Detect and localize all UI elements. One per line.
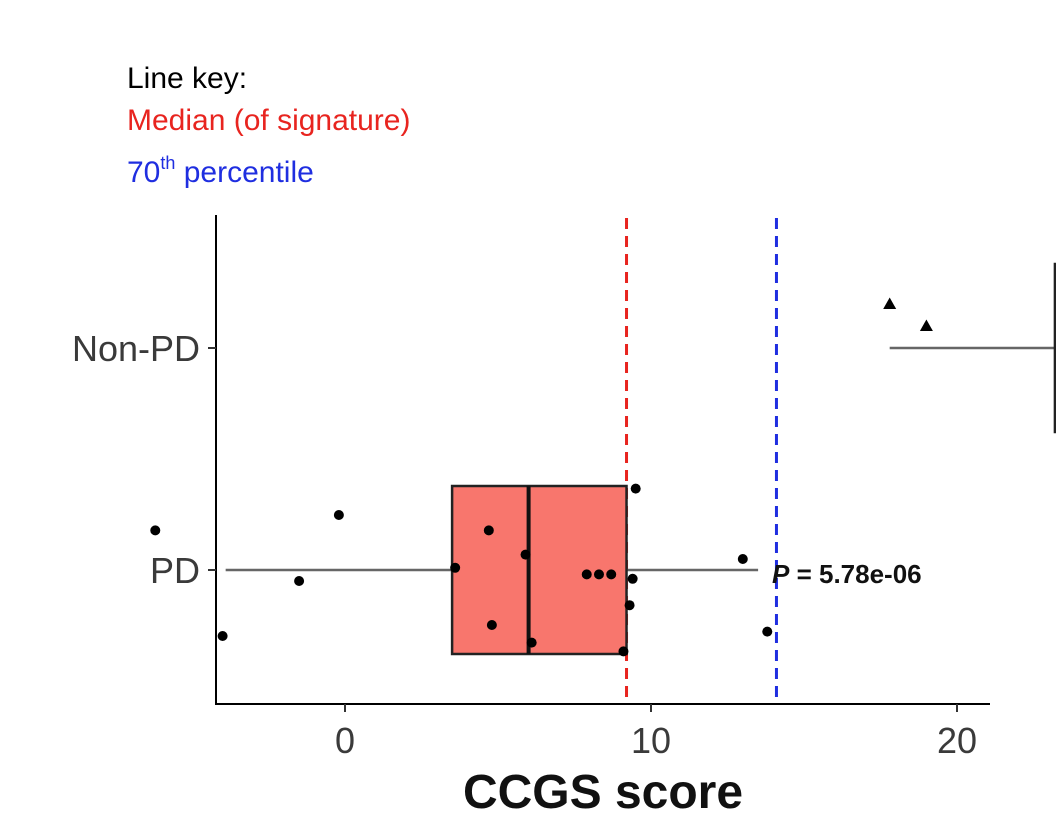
- data-points: [150, 297, 933, 657]
- pd-point-0: [150, 525, 161, 536]
- pd-point-11: [606, 569, 617, 580]
- p-value-equals: =: [789, 559, 819, 589]
- pd-point-1: [217, 631, 228, 641]
- pd-point-15: [630, 483, 641, 494]
- pd-point-13: [624, 600, 635, 611]
- pd-point-10: [593, 569, 604, 580]
- pd-point-7: [520, 549, 531, 560]
- reference-lines: [625, 218, 778, 704]
- x-axis-ticks: 010203040: [335, 704, 977, 761]
- legend-percentile-text: percentile: [175, 156, 314, 189]
- pd-point-16: [737, 554, 748, 564]
- x-tick-label-10: 10: [631, 720, 671, 761]
- pd-point-17: [762, 626, 773, 637]
- box-plots: [225, 262, 1056, 656]
- legend-percentile-label: 70th percentile: [127, 142, 410, 194]
- p-value-number: 5.78e-06: [819, 559, 922, 589]
- pd-point-6: [486, 620, 497, 630]
- legend-title: Line key:: [127, 62, 248, 95]
- non-pd-point-1: [919, 319, 933, 331]
- p-value-annotation: P = 5.78e-06: [772, 559, 922, 589]
- y-axis-ticks: PD Non-PD: [72, 328, 216, 591]
- legend-percentile-sup: th: [160, 153, 176, 173]
- pd-point-3: [333, 510, 344, 520]
- pd-point-12: [618, 646, 629, 657]
- p-value-label: P: [772, 559, 790, 589]
- non-pd-point-0: [883, 297, 897, 309]
- y-tick-label-pd: PD: [150, 550, 200, 591]
- line-key-legend: Line key: Median (of signature) 70th per…: [127, 58, 410, 194]
- legend-percentile-number: 70: [127, 156, 161, 189]
- pd-point-14: [627, 573, 638, 584]
- pd-point-5: [483, 525, 494, 536]
- legend-median-label: Median (of signature): [127, 104, 411, 137]
- pd-point-2: [294, 576, 305, 586]
- pd-point-9: [581, 569, 592, 580]
- pd-point-8: [526, 637, 537, 648]
- non-pd-box: [1053, 262, 1056, 434]
- x-tick-label-0: 0: [335, 720, 355, 761]
- y-tick-label-non-pd: Non-PD: [72, 328, 200, 369]
- x-tick-label-20: 20: [937, 720, 977, 761]
- x-axis-title: CCGS score: [463, 766, 743, 819]
- pd-point-4: [450, 562, 461, 573]
